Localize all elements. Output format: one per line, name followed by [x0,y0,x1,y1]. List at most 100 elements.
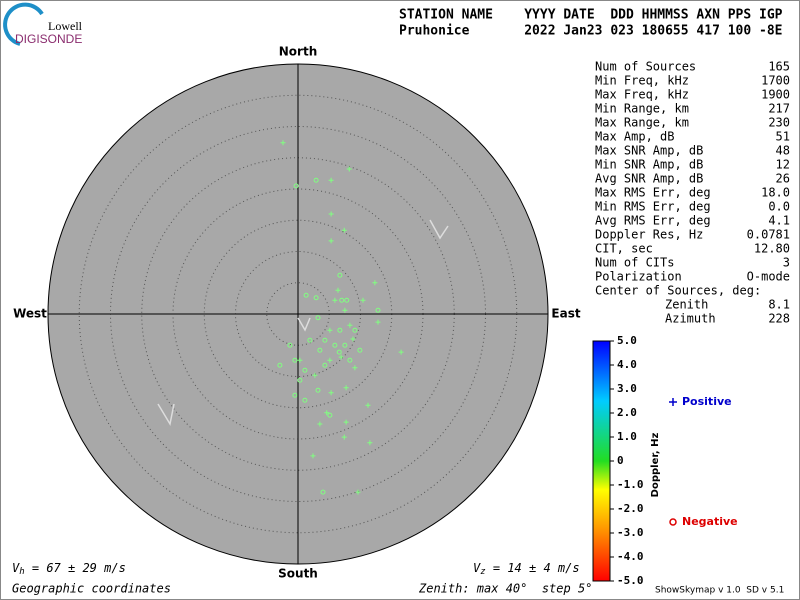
stat-label: Azimuth [665,312,716,326]
source-point [280,140,286,146]
source-point [328,390,334,396]
source-point [360,297,366,303]
source-point [367,440,373,446]
legend-label: Negative [682,515,738,528]
vh-sub: h [19,567,24,577]
source-point [327,327,333,333]
source-point [335,287,341,293]
stat-label: Min Range, km [595,102,689,116]
stat-label: Num of Sources [595,60,696,74]
colorbar-tick-label: -2.0 [617,502,644,515]
colorbar-label: Doppler, Hz [650,433,661,498]
direction-label: West [13,307,47,321]
stat-value: 12.80 [754,242,790,256]
source-point [327,412,333,418]
stat-label: Min SNR Amp, dB [595,158,703,172]
source-point [328,238,334,244]
version: ShowSkymap v 1.0 SD v 5.1 [655,586,784,596]
stat-label: CIT, sec [595,242,653,256]
vh-symbol: V [12,561,20,575]
source-point [322,337,328,343]
source-point [303,292,309,298]
source-point [375,319,381,325]
source-point [343,385,349,391]
source-point [398,349,404,355]
vz-text: = 14 ± 4 m/s [486,561,580,575]
source-point [313,295,319,301]
header-line: Pruhonice 2022 Jan23 023 180655 417 100 … [399,24,783,39]
source-point [302,397,308,403]
source-point [307,337,313,343]
stat-value: 228 [768,312,790,326]
stat-value: 0.0781 [747,228,790,242]
legend-marker [669,398,677,406]
source-point [341,434,347,440]
source-point [352,327,358,333]
coordinates: Geographic coordinates [12,582,171,596]
source-point [342,342,348,348]
source-point [327,357,333,363]
source-point [350,336,356,342]
source-point [310,453,316,459]
stat-value: O-mode [747,270,790,284]
stat-value: 230 [768,116,790,130]
stat-label: Max Freq, kHz [595,88,689,102]
stat-value: 165 [768,60,790,74]
stat-value: 4.1 [768,214,790,228]
logo-bottom: DIGISONDE [15,32,82,46]
source-point [297,377,303,383]
source-point [332,297,338,303]
colorbar-tick-label: 1.0 [617,430,637,443]
colorbar-tick-label: -3.0 [617,526,644,539]
source-point [320,489,326,495]
stat-label: Min Freq, kHz [595,74,689,88]
source-point [346,166,352,172]
source-point [297,357,303,363]
stat-label: Max Amp, dB [595,130,674,144]
source-point [342,307,348,313]
source-point [317,421,323,427]
source-point [352,365,358,371]
decoration [157,219,449,427]
stat-label: Doppler Res, Hz [595,228,703,242]
logo-swoosh [3,2,44,46]
source-point [372,280,378,286]
source-point [317,347,323,353]
colorbar-tick-label: -5.0 [617,574,644,587]
source-point [302,367,308,373]
source-point [365,402,371,408]
source-point [312,372,318,378]
source-point [355,489,361,495]
source-point [315,387,321,393]
source-point [338,354,344,360]
source-point [322,362,328,368]
stat-value: 48 [776,144,790,158]
source-point [328,177,334,183]
legend-label: Positive [682,395,732,408]
source-point [344,297,350,303]
colorbar-tick-label: -1.0 [617,478,644,491]
colorbar [592,340,611,582]
colorbar-tick-label: 3.0 [617,382,637,395]
vh: Vh = 67 ± 29 m/s [12,561,126,577]
colorbar-tick-label: 0 [617,454,624,467]
source-point [337,272,343,278]
vh-text: = 67 ± 29 m/s [25,561,126,575]
colorbar-tick-label: 5.0 [617,334,637,347]
header-line: STATION NAME YYYY DATE DDD HHMMSS AXN PP… [399,8,783,23]
stat-value: 26 [776,172,790,186]
stat-label: Max RMS Err, deg [595,186,711,200]
source-point [347,322,353,328]
source-point [357,347,363,353]
stat-value: 217 [768,102,790,116]
source-point [315,315,321,321]
source-point [336,349,342,355]
source-point [375,307,381,313]
source-point [347,357,353,363]
logo-top: Lowell [48,19,83,33]
source-point [293,183,299,189]
stat-value: 1700 [761,74,790,88]
source-point [277,362,283,368]
stat-label: Avg RMS Err, deg [595,214,711,228]
